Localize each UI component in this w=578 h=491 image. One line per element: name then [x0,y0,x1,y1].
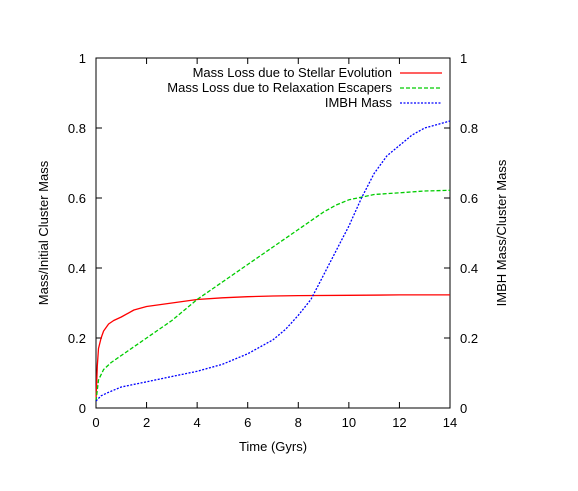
x-axis-label: Time (Gyrs) [239,439,307,454]
x-tick-label: 12 [392,415,406,430]
x-tick-label: 8 [295,415,302,430]
x-tick-label: 10 [342,415,356,430]
legend-label: Mass Loss due to Stellar Evolution [193,65,392,80]
y2-tick-label: 0.4 [460,261,478,276]
series-line-3 [95,120,451,402]
y-tick-label: 0.4 [68,261,86,276]
y-tick-label: 0 [79,401,86,416]
y2-axis-label: IMBH Mass/Cluster Mass [494,159,509,306]
x-tick-label: 6 [244,415,251,430]
y2-tick-label: 0.8 [460,121,478,136]
y-tick-label: 0.2 [68,331,86,346]
y2-tick-label: 1 [460,51,467,66]
y2-tick-label: 0.6 [460,191,478,206]
series-layer [95,120,451,402]
y2-tick-label: 0.2 [460,331,478,346]
y-tick-label: 1 [79,51,86,66]
y-axis-label: Mass/Initial Cluster Mass [36,160,51,305]
plot-border [95,57,451,409]
x-tick-label: 4 [194,415,201,430]
x-tick-label: 0 [92,415,99,430]
series-line-1 [95,294,450,402]
x-tick-label: 14 [443,415,457,430]
plot-frame [95,57,451,409]
legend-label: Mass Loss due to Relaxation Escapers [167,80,392,95]
y2-tick-label: 0 [460,401,467,416]
x-tick-label: 2 [143,415,150,430]
y-tick-label: 0.6 [68,191,86,206]
y-tick-label: 0.8 [68,121,86,136]
legend-label: IMBH Mass [325,95,393,110]
series-line-2 [95,189,451,402]
